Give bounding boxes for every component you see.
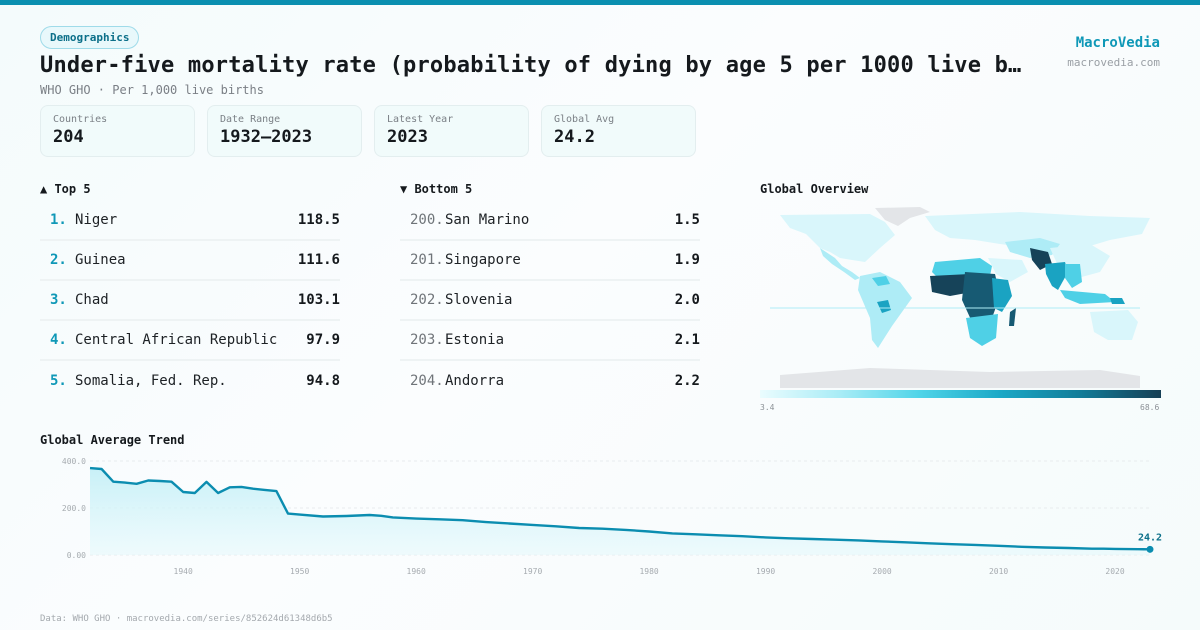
bottom5-list: 200. San Marino 1.5 201. Singapore 1.9 2… bbox=[400, 201, 700, 401]
region-north-america[interactable] bbox=[780, 214, 895, 262]
list-item[interactable]: 1. Niger 118.5 bbox=[40, 201, 340, 241]
region-southeast-asia[interactable] bbox=[1065, 264, 1082, 288]
region-antarctica[interactable] bbox=[780, 368, 1140, 388]
region-indonesia[interactable] bbox=[1060, 290, 1115, 304]
country-value: 2.1 bbox=[675, 332, 700, 348]
world-map[interactable] bbox=[760, 200, 1160, 410]
rank-number: 1. bbox=[50, 212, 75, 228]
stat-label: Global Avg bbox=[554, 114, 683, 125]
list-item[interactable]: 203. Estonia 2.1 bbox=[400, 321, 700, 361]
list-item[interactable]: 5. Somalia, Fed. Rep. 94.8 bbox=[40, 361, 340, 401]
region-east-africa[interactable] bbox=[992, 278, 1012, 312]
legend-min-label: 3.4 bbox=[760, 403, 774, 412]
stat-label: Countries bbox=[53, 114, 182, 125]
rank-number: 3. bbox=[50, 292, 75, 308]
country-value: 103.1 bbox=[298, 292, 340, 308]
x-tick-label: 1970 bbox=[523, 567, 542, 576]
color-scale-legend bbox=[760, 390, 1161, 398]
stat-value: 204 bbox=[53, 127, 182, 147]
brand: MacroVedia macrovedia.com bbox=[1067, 35, 1160, 69]
region-india[interactable] bbox=[1045, 262, 1068, 290]
list-item[interactable]: 204. Andorra 2.2 bbox=[400, 361, 700, 401]
trend-title: Global Average Trend bbox=[40, 433, 185, 447]
trend-area bbox=[90, 468, 1150, 555]
bottom5-title: ▼ Bottom 5 bbox=[400, 182, 472, 196]
y-tick-label: 400.0 bbox=[62, 457, 86, 466]
country-value: 2.2 bbox=[675, 373, 700, 389]
stat-card-latest-year: Latest Year 2023 bbox=[374, 105, 529, 157]
country-name: Chad bbox=[75, 292, 298, 308]
stat-card-date-range: Date Range 1932–2023 bbox=[207, 105, 362, 157]
rank-number: 203. bbox=[410, 332, 445, 348]
list-item[interactable]: 201. Singapore 1.9 bbox=[400, 241, 700, 281]
rank-number: 4. bbox=[50, 332, 75, 348]
country-name: Somalia, Fed. Rep. bbox=[75, 373, 306, 389]
list-item[interactable]: 202. Slovenia 2.0 bbox=[400, 281, 700, 321]
country-name: Central African Republic bbox=[75, 332, 306, 348]
legend-max-label: 68.6 bbox=[1140, 403, 1159, 412]
region-papua[interactable] bbox=[1110, 298, 1125, 304]
country-value: 97.9 bbox=[306, 332, 340, 348]
page-subtitle: WHO GHO · Per 1,000 live births bbox=[40, 83, 264, 97]
y-tick-label: 200.0 bbox=[62, 504, 86, 513]
stat-card-countries: Countries 204 bbox=[40, 105, 195, 157]
country-name: Andorra bbox=[445, 373, 675, 389]
stat-value: 24.2 bbox=[554, 127, 683, 147]
country-value: 1.9 bbox=[675, 252, 700, 268]
region-southern-africa[interactable] bbox=[966, 314, 998, 346]
country-value: 1.5 bbox=[675, 212, 700, 228]
rank-number: 5. bbox=[50, 373, 75, 389]
country-value: 111.6 bbox=[298, 252, 340, 268]
rank-number: 2. bbox=[50, 252, 75, 268]
x-tick-label: 2000 bbox=[872, 567, 891, 576]
rank-number: 204. bbox=[410, 373, 445, 389]
rank-number: 200. bbox=[410, 212, 445, 228]
x-tick-label: 2010 bbox=[989, 567, 1008, 576]
list-item[interactable]: 4. Central African Republic 97.9 bbox=[40, 321, 340, 361]
category-badge[interactable]: Demographics bbox=[40, 26, 139, 49]
top-accent-bar bbox=[0, 0, 1200, 5]
page-title: Under-five mortality rate (probability o… bbox=[40, 53, 1020, 78]
brand-url[interactable]: macrovedia.com bbox=[1067, 56, 1160, 69]
x-tick-label: 2020 bbox=[1105, 567, 1124, 576]
map-title: Global Overview bbox=[760, 182, 868, 196]
rank-number: 202. bbox=[410, 292, 445, 308]
country-name: Singapore bbox=[445, 252, 675, 268]
x-tick-label: 1960 bbox=[407, 567, 426, 576]
stat-card-global-avg: Global Avg 24.2 bbox=[541, 105, 696, 157]
country-value: 118.5 bbox=[298, 212, 340, 228]
country-value: 94.8 bbox=[306, 373, 340, 389]
stat-label: Date Range bbox=[220, 114, 349, 125]
top5-title: ▲ Top 5 bbox=[40, 182, 91, 196]
brand-name[interactable]: MacroVedia bbox=[1067, 35, 1160, 51]
country-name: Slovenia bbox=[445, 292, 675, 308]
list-item[interactable]: 2. Guinea 111.6 bbox=[40, 241, 340, 281]
trend-chart[interactable]: 0.00 200.0 400.0 1940 1950 1960 1970 1980 1990 2… bbox=[0, 450, 1200, 610]
stat-label: Latest Year bbox=[387, 114, 516, 125]
country-name: San Marino bbox=[445, 212, 675, 228]
country-name: Niger bbox=[75, 212, 298, 228]
x-tick-label: 1980 bbox=[639, 567, 658, 576]
footer-source: Data: WHO GHO · macrovedia.com/series/85… bbox=[40, 614, 333, 624]
world-map-svg bbox=[760, 200, 1160, 410]
country-name: Guinea bbox=[75, 252, 298, 268]
list-item[interactable]: 3. Chad 103.1 bbox=[40, 281, 340, 321]
stats-row: Countries 204 Date Range 1932–2023 Lates… bbox=[40, 105, 696, 157]
country-value: 2.0 bbox=[675, 292, 700, 308]
rank-number: 201. bbox=[410, 252, 445, 268]
region-australia[interactable] bbox=[1090, 310, 1138, 340]
y-tick-label: 0.00 bbox=[67, 551, 86, 560]
x-tick-label: 1950 bbox=[290, 567, 309, 576]
x-tick-label: 1990 bbox=[756, 567, 775, 576]
stat-value: 1932–2023 bbox=[220, 127, 349, 147]
trend-end-label: 24.2 bbox=[1138, 532, 1162, 543]
x-tick-label: 1940 bbox=[174, 567, 193, 576]
top5-list: 1. Niger 118.5 2. Guinea 111.6 3. Chad 1… bbox=[40, 201, 340, 401]
stat-value: 2023 bbox=[387, 127, 516, 147]
country-name: Estonia bbox=[445, 332, 675, 348]
region-madagascar[interactable] bbox=[1009, 308, 1016, 326]
trend-end-point[interactable] bbox=[1147, 546, 1154, 553]
list-item[interactable]: 200. San Marino 1.5 bbox=[400, 201, 700, 241]
